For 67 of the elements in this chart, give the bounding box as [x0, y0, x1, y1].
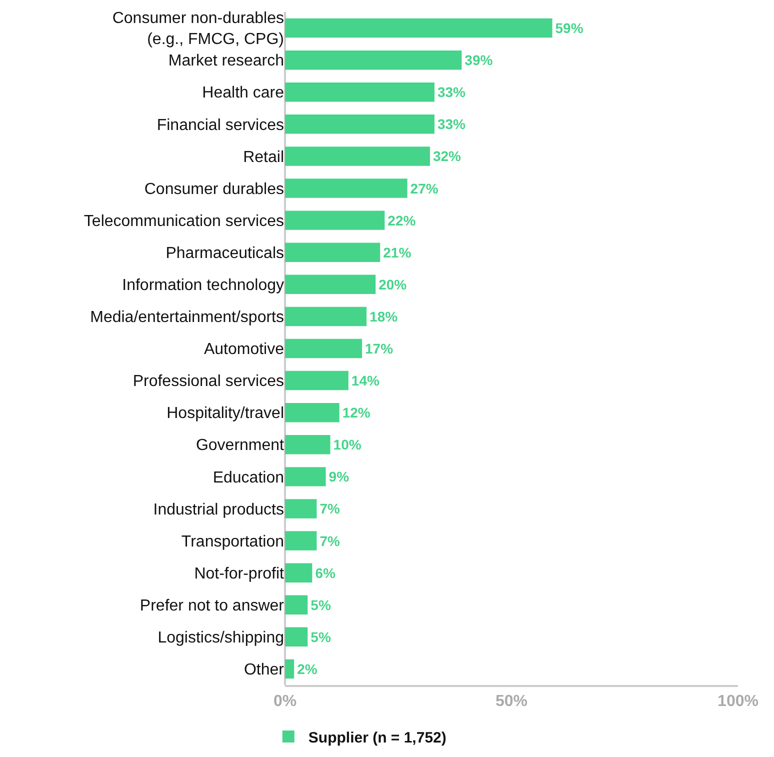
data-label: 5% — [310, 628, 332, 645]
data-label: 21% — [383, 244, 412, 260]
data-label: 2% — [297, 660, 318, 677]
x-tick-label: 100% — [718, 692, 758, 710]
data-label: 14% — [351, 372, 380, 389]
bar — [285, 114, 434, 134]
y-tick-label: Transportation — [181, 533, 284, 550]
y-tick-label: Government — [196, 437, 285, 454]
y-tick-label: Industrial products — [153, 501, 284, 518]
y-tick-label: Retail — [243, 148, 284, 166]
data-label: 12% — [342, 404, 371, 421]
y-tick-label: Consumer non-durables (e.g., FMCG, CPG) — [112, 10, 284, 48]
y-tick-label: Telecommunication services — [84, 212, 284, 230]
y-tick-label: Health care — [202, 84, 284, 102]
bar — [285, 531, 317, 550]
y-tick-label: Consumer durables — [144, 180, 284, 198]
bar — [285, 435, 330, 454]
data-label: 18% — [370, 308, 398, 324]
data-label: 7% — [320, 532, 340, 549]
data-label: 6% — [315, 564, 336, 581]
y-tick-label: Information technology — [122, 277, 284, 294]
y-tick-label: Logistics/shipping — [158, 630, 284, 647]
bar — [285, 402, 340, 422]
data-label: 22% — [388, 212, 416, 228]
bar — [285, 627, 308, 647]
bar — [285, 50, 462, 70]
bar — [285, 659, 294, 679]
y-tick-label: Professional services — [132, 373, 284, 390]
data-label: 20% — [378, 276, 408, 292]
bar — [285, 499, 317, 518]
y-tick-label: Education — [212, 469, 284, 486]
bar — [285, 595, 308, 614]
x-tick-label: 50% — [495, 692, 528, 710]
x-tick-label: 0% — [273, 692, 297, 710]
bar — [285, 210, 385, 230]
data-label: 33% — [437, 84, 466, 100]
bar — [285, 467, 326, 486]
y-tick-label: Automotive — [204, 341, 284, 358]
bar — [285, 338, 362, 358]
bar — [285, 563, 312, 582]
data-label: 17% — [365, 340, 394, 356]
legend-label: Supplier (n = 1,752) — [308, 729, 446, 746]
bar — [285, 146, 430, 166]
y-tick-label: Other — [244, 662, 285, 679]
data-label: 32% — [432, 148, 462, 164]
y-tick-label: Media/entertainment/sports — [90, 309, 284, 326]
bar — [285, 18, 552, 38]
data-label: 10% — [333, 436, 362, 453]
bar — [285, 306, 367, 326]
y-tick-label: Pharmaceuticals — [166, 244, 284, 262]
bar — [285, 242, 380, 262]
y-tick-label: Hospitality/travel — [166, 405, 284, 422]
data-label: 7% — [320, 500, 340, 517]
bar — [285, 82, 434, 102]
y-tick-label: Financial services — [156, 116, 284, 134]
data-label: 59% — [555, 20, 584, 36]
bar — [285, 178, 408, 198]
data-label: 33% — [437, 116, 466, 132]
data-label: 27% — [410, 180, 439, 196]
data-label: 39% — [464, 52, 494, 68]
y-tick-label: Prefer not to answer — [140, 597, 285, 614]
data-label: 5% — [310, 596, 332, 613]
bar — [285, 370, 348, 390]
data-label: 9% — [328, 468, 350, 485]
y-tick-label: Not-for-profit — [194, 565, 285, 582]
bar — [285, 274, 376, 294]
y-tick-label: Market research — [168, 52, 284, 70]
